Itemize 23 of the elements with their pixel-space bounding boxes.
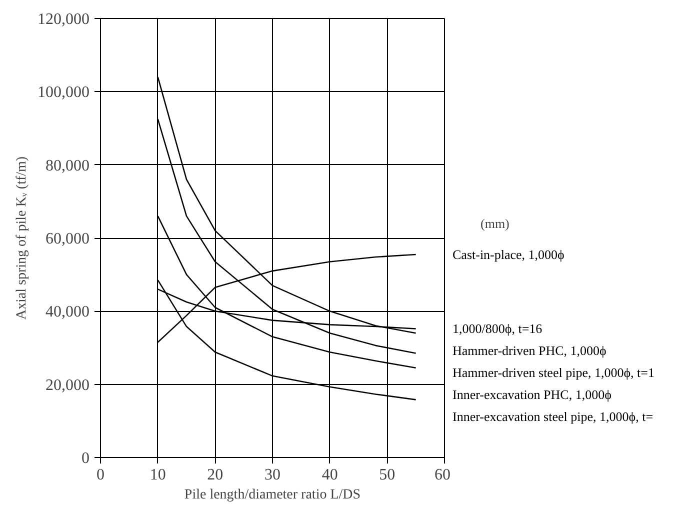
text: Inner-excavation steel pipe, 1,000ϕ, t= <box>452 409 654 424</box>
x-tick-label: 30 <box>264 466 280 484</box>
x-axis-title: Pile length/diameter ratio L/DS <box>184 488 361 502</box>
y-axis-title: Axial spring of pile Kᵥ (tf/m) <box>14 156 30 320</box>
y-tick-label: 120,000 <box>38 11 90 28</box>
x-tick-label: 40 <box>322 466 338 484</box>
y-tick-label: 20,000 <box>46 376 90 394</box>
x-tick-label: 20 <box>207 466 224 484</box>
x-tick-label: 60 <box>434 466 450 484</box>
x-tick-label: 50 <box>379 466 396 484</box>
y-tick-label: 80,000 <box>46 157 90 174</box>
text: Hammer-driven steel pipe, 1,000ϕ, t=1 <box>452 365 655 380</box>
text: (mm) <box>480 216 510 232</box>
y-tick-label: 40,000 <box>46 304 90 321</box>
y-tick-label: 60,000 <box>46 230 90 248</box>
x-tick-label: 10 <box>150 466 166 484</box>
y-tick-label: 100,000 <box>38 84 90 102</box>
text: Cast-in-place, 1,000ϕ <box>452 246 565 262</box>
y-tick-label: 0 <box>82 450 90 467</box>
text: 1,000/800ϕ, t=16 <box>452 321 543 336</box>
text: Hammer-driven PHC, 1,000ϕ <box>452 343 607 358</box>
x-tick-label: 0 <box>96 466 104 484</box>
text: Inner-excavation PHC, 1,000ϕ <box>452 387 612 402</box>
